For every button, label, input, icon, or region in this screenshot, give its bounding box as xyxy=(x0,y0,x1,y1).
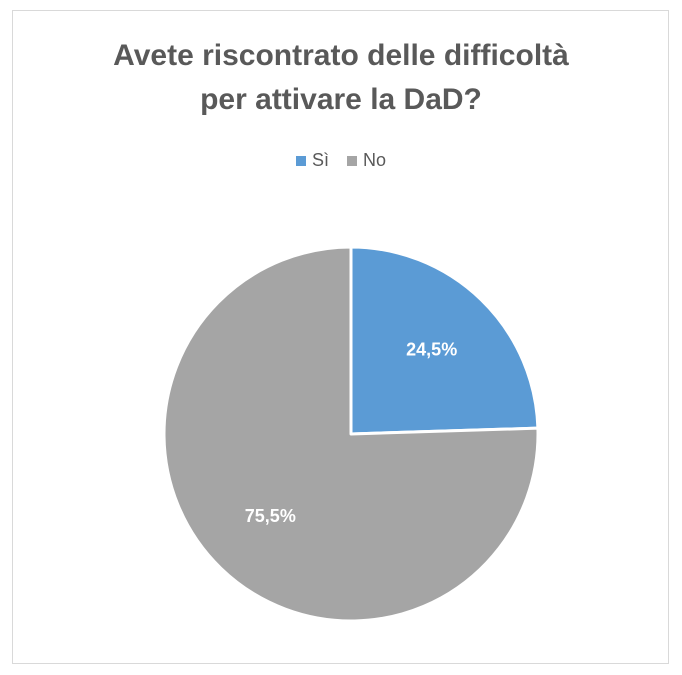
chart-title-line-2: per attivare la DaD? xyxy=(200,83,482,116)
legend-label-no: No xyxy=(363,150,387,170)
data-label-no: 75,5% xyxy=(245,506,296,526)
legend-swatch-si xyxy=(295,155,306,166)
pie-slice-si xyxy=(349,245,540,436)
legend-label-si: Sì xyxy=(311,150,329,170)
legend-item-si: Sì xyxy=(295,150,329,171)
legend-swatch-no xyxy=(347,155,357,166)
legend-item-no: No xyxy=(347,150,386,171)
chart-legend: Sì No xyxy=(0,150,682,171)
pie-slice-no xyxy=(162,245,540,623)
chart-title: Avete riscontrato delle difficoltà per a… xyxy=(0,34,682,122)
chart-title-line-1: Avete riscontrato delle difficoltà xyxy=(113,39,569,72)
data-label-si: 24,5% xyxy=(406,339,457,359)
